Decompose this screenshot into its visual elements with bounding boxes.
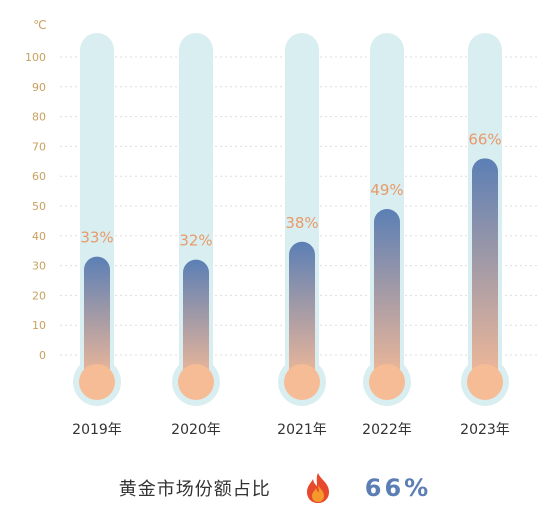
mercury-bar bbox=[84, 256, 110, 382]
y-tick-label: 40 bbox=[32, 230, 46, 243]
footer-value: 66% bbox=[364, 474, 432, 502]
y-tick-label: 20 bbox=[32, 289, 46, 302]
y-tick-label: 0 bbox=[39, 349, 46, 362]
footer: 黄金市场份额占比 66% bbox=[0, 468, 550, 508]
mercury-bulb bbox=[369, 364, 405, 400]
x-tick-label: 2022年 bbox=[362, 422, 412, 438]
y-tick-label: 50 bbox=[32, 200, 46, 213]
thermometer: 66% 2023年 bbox=[460, 33, 510, 438]
thermometer: 32% 2020年 bbox=[171, 33, 221, 438]
y-axis-unit: ℃ bbox=[33, 18, 46, 32]
mercury-bar bbox=[183, 259, 209, 382]
y-tick-label: 90 bbox=[32, 81, 46, 94]
x-tick-label: 2021年 bbox=[277, 422, 327, 438]
mercury-bulb bbox=[178, 364, 214, 400]
mercury-bulb bbox=[284, 364, 320, 400]
data-label: 38% bbox=[285, 214, 318, 232]
x-tick-label: 2019年 bbox=[72, 422, 122, 438]
y-tick-label: 70 bbox=[32, 140, 46, 153]
y-tick-label: 60 bbox=[32, 170, 46, 183]
y-tick-label: 100 bbox=[25, 51, 46, 64]
x-tick-label: 2023年 bbox=[460, 422, 510, 438]
mercury-bar bbox=[472, 158, 498, 382]
mercury-bar bbox=[374, 208, 400, 382]
mercury-bar bbox=[289, 241, 315, 382]
y-tick-label: 30 bbox=[32, 260, 46, 273]
mercury-bulb bbox=[467, 364, 503, 400]
data-label: 66% bbox=[468, 130, 501, 148]
data-label: 33% bbox=[80, 229, 113, 247]
data-label: 49% bbox=[370, 181, 403, 199]
x-tick-label: 2020年 bbox=[171, 422, 221, 438]
footer-label: 黄金市场份额占比 bbox=[118, 479, 271, 500]
thermometer: 49% 2022年 bbox=[362, 33, 412, 438]
thermometer: 33% 2019年 bbox=[72, 33, 122, 438]
flame-icon bbox=[301, 471, 335, 505]
mercury-bulb bbox=[79, 364, 115, 400]
thermometer: 38% 2021年 bbox=[277, 33, 327, 438]
data-label: 32% bbox=[179, 232, 212, 250]
y-tick-label: 10 bbox=[32, 319, 46, 332]
y-tick-label: 80 bbox=[32, 111, 46, 124]
thermometer-chart: ℃100908070605040302010033%2019年32%2020年3… bbox=[25, 18, 540, 438]
